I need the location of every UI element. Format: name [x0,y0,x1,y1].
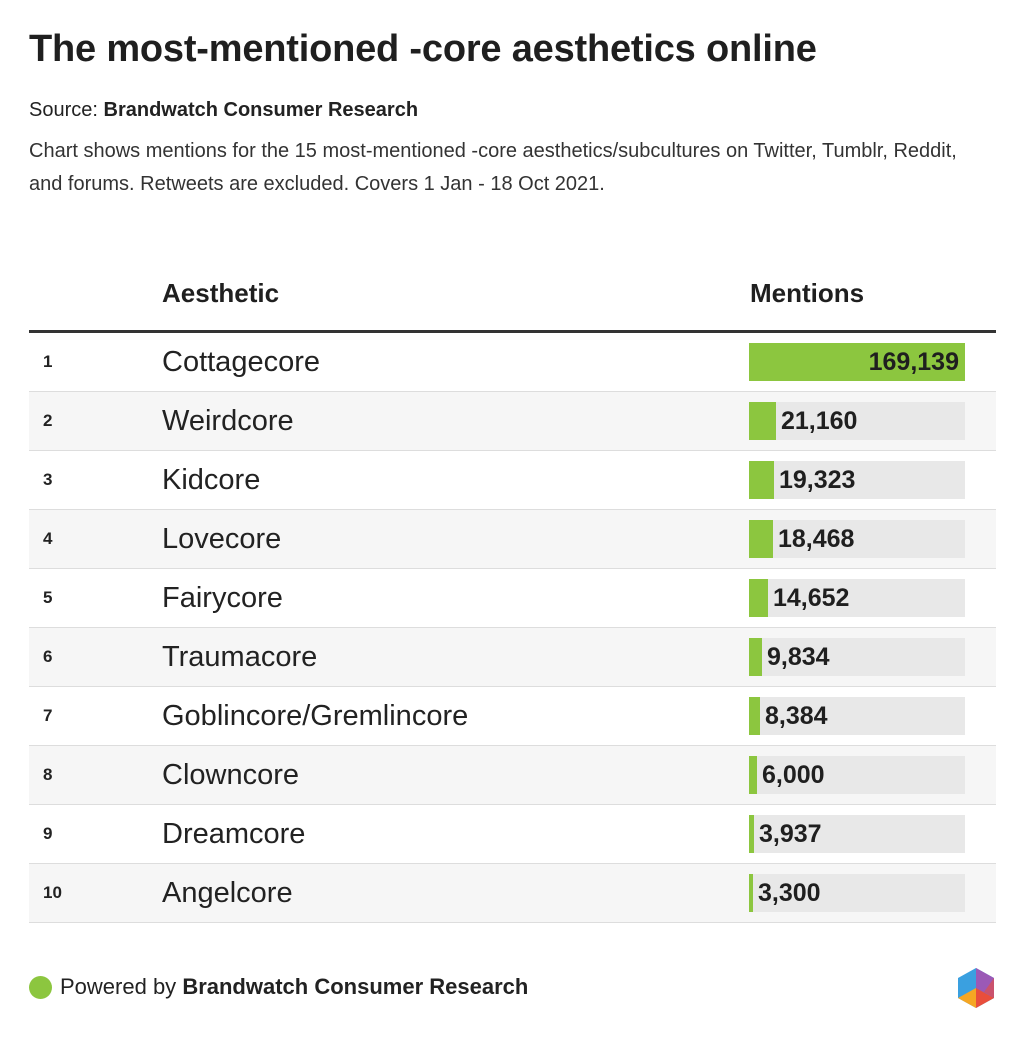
chart-description: Chart shows mentions for the 15 most-men… [29,140,957,195]
mentions-bar [749,815,754,853]
mentions-bar [749,697,760,735]
mentions-bar-track: 21,160 [749,402,965,440]
aesthetic-name: Goblincore/Gremlincore [162,700,469,732]
mentions-bar [749,402,776,440]
table-row: 1 Cottagecore 169,139 [29,333,996,392]
rank-cell: 6 [43,647,53,666]
rank-cell: 10 [43,883,62,902]
rank-cell: 4 [43,529,53,548]
mentions-value: 3,300 [758,879,821,907]
rank-cell: 8 [43,765,53,784]
chart-title: The most-mentioned -core aesthetics onli… [29,28,817,70]
mentions-bar-track: 18,468 [749,520,965,558]
rank-cell: 1 [43,352,53,371]
aesthetic-name: Clowncore [162,759,299,791]
brandwatch-logo-icon[interactable] [956,966,996,1010]
table-row: 4 Lovecore 18,468 [29,510,996,569]
source-line: Source: Brandwatch Consumer Research [29,99,418,122]
column-header-mentions: Mentions [750,278,865,308]
mentions-value: 3,937 [759,820,822,848]
mentions-bar-track: 9,834 [749,638,965,676]
mentions-bar [749,343,965,381]
mentions-value: 21,160 [781,407,858,435]
rank-cell: 7 [43,706,53,725]
mentions-bar-track: 6,000 [749,756,965,794]
mentions-bar-track: 3,937 [749,815,965,853]
mentions-value: 8,384 [765,702,828,730]
column-header-aesthetic: Aesthetic [162,278,280,308]
rank-cell: 5 [43,588,53,607]
aesthetic-name: Cottagecore [162,346,320,378]
aesthetic-name: Weirdcore [162,405,294,437]
table-row: 8 Clowncore 6,000 [29,746,996,805]
mentions-bar [749,579,768,617]
rank-cell: 2 [43,411,53,430]
source-label: Source: [29,99,98,121]
table-row: 7 Goblincore/Gremlincore 8,384 [29,687,996,746]
aesthetic-name: Lovecore [162,523,282,555]
table-row: 10 Angelcore 3,300 [29,864,996,923]
aesthetic-name: Dreamcore [162,818,306,850]
mentions-bar [749,756,757,794]
mentions-bar-track: 14,652 [749,579,965,617]
aesthetic-name: Fairycore [162,582,283,614]
table-header: Aesthetic Mentions [29,278,996,333]
mentions-value: 169,139 [868,348,959,376]
rank-cell: 9 [43,824,53,843]
source-name: Brandwatch Consumer Research [103,99,419,121]
footer: Powered by Brandwatch Consumer Research [29,968,996,1008]
aesthetic-name: Angelcore [162,877,293,909]
aesthetic-name: Kidcore [162,464,261,496]
mentions-bar [749,638,762,676]
table-row: 2 Weirdcore 21,160 [29,392,996,451]
mentions-bar-track: 3,300 [749,874,965,912]
table-row: 6 Traumacore 9,834 [29,628,996,687]
mentions-value: 14,652 [773,584,850,612]
mentions-bar-track: 169,139 [749,343,965,381]
mentions-value: 18,468 [778,525,855,553]
mentions-bar-track: 19,323 [749,461,965,499]
mentions-bar-track: 8,384 [749,697,965,735]
mentions-bar [749,461,774,499]
table-row: 5 Fairycore 14,652 [29,569,996,628]
table-body: 1 Cottagecore 169,139 2 Weirdcore 21,160 3 Kidc… [29,333,996,923]
footer-brand: Brandwatch Consumer Research [182,974,529,999]
green-dot-icon [29,976,52,999]
table-row: 9 Dreamcore 3,937 [29,805,996,864]
powered-by-label: Powered by [60,974,177,999]
rank-cell: 3 [43,470,53,489]
mentions-value: 6,000 [762,761,825,789]
mentions-bar [749,874,753,912]
footer-text: Powered by Brandwatch Consumer Research [60,974,528,1000]
mentions-bar [749,520,773,558]
aesthetic-name: Traumacore [162,641,318,673]
table-row: 3 Kidcore 19,323 [29,451,996,510]
mentions-value: 19,323 [779,466,856,494]
mentions-value: 9,834 [767,643,830,671]
